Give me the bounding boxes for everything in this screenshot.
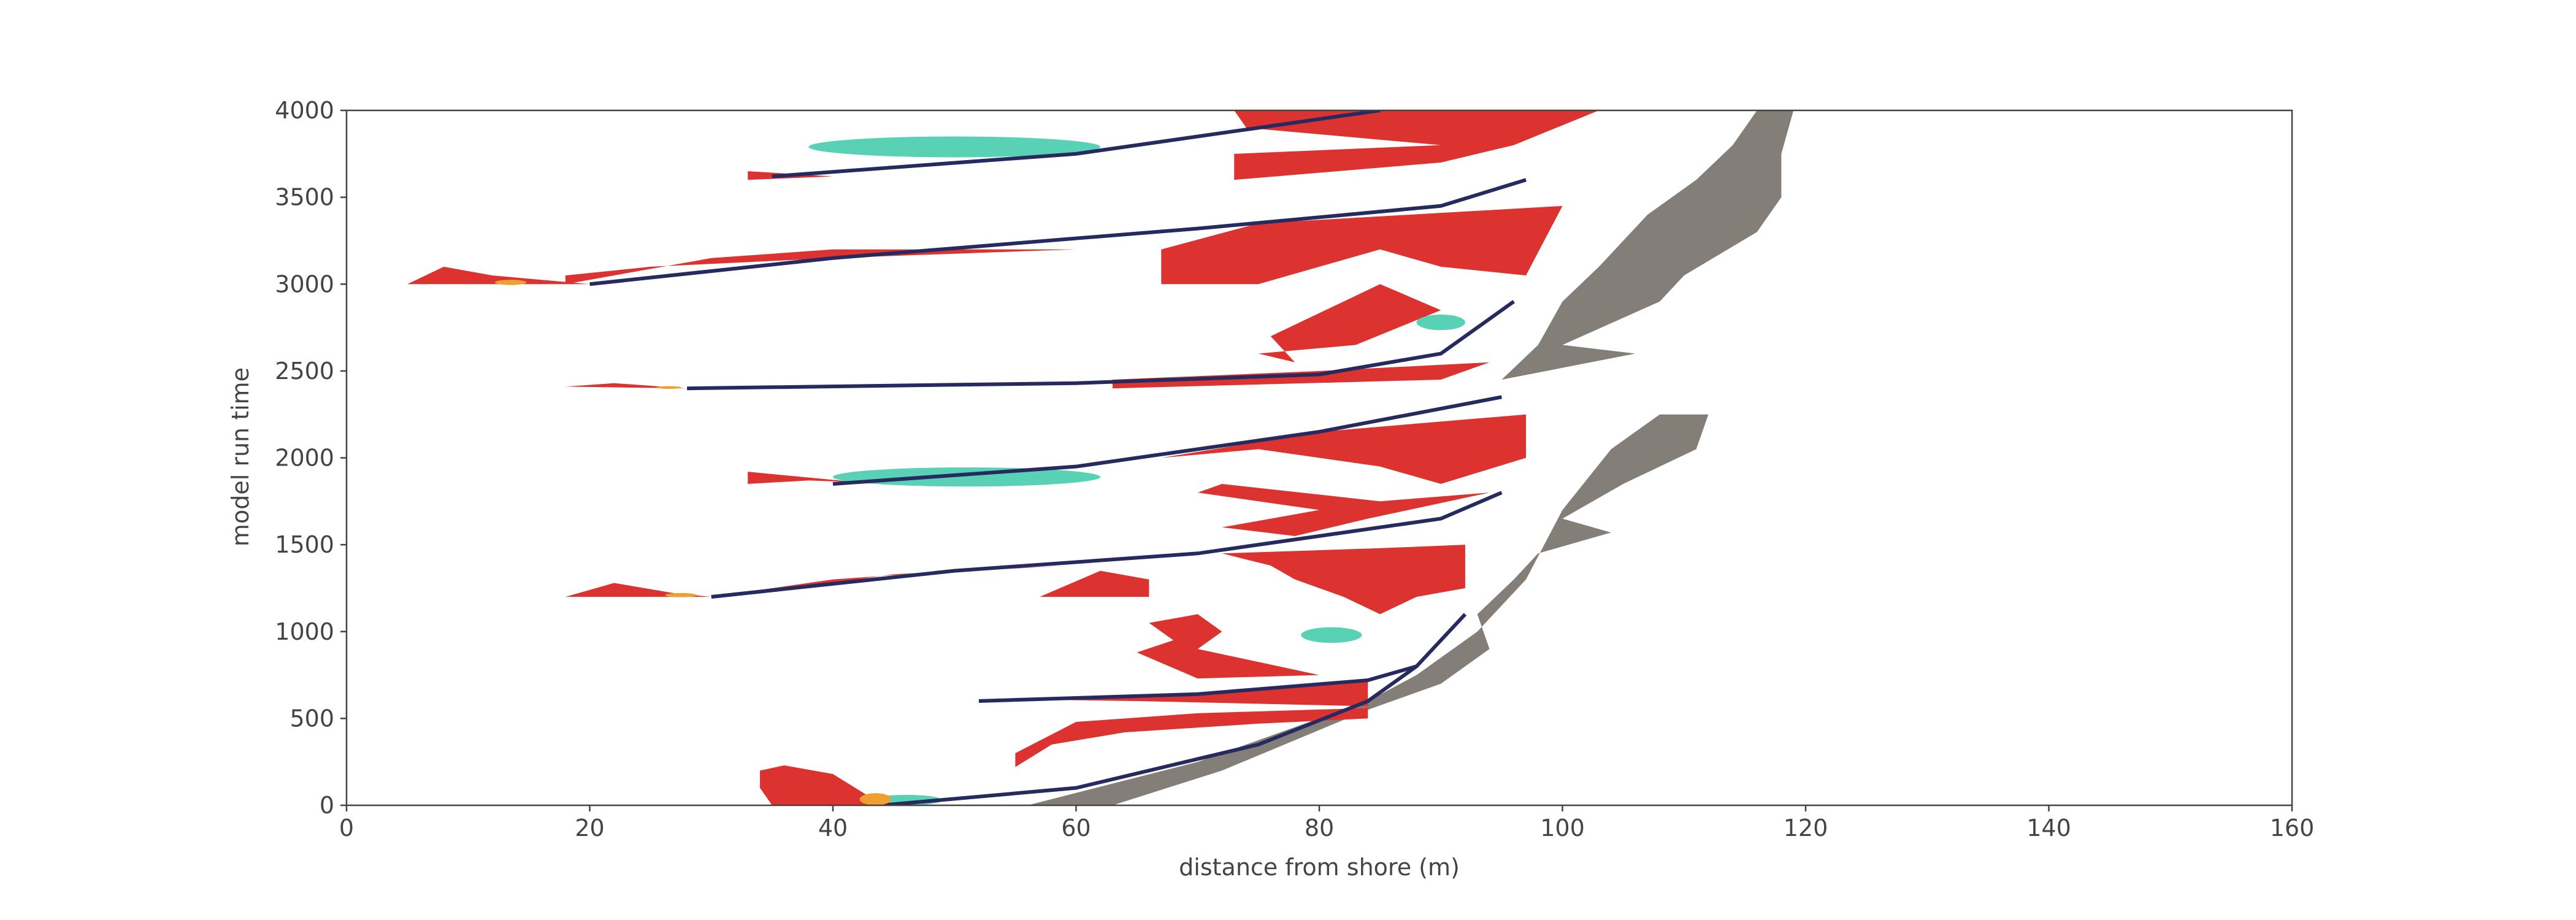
x-tick-label: 60 (1061, 815, 1091, 841)
x-tick-label: 40 (818, 815, 848, 841)
x-tick-label: 20 (575, 815, 604, 841)
teal-region (833, 467, 1101, 487)
x-tick-label: 120 (1784, 815, 1828, 841)
red-region (1234, 110, 1599, 180)
y-tick-label: 1000 (275, 618, 334, 645)
navy-band (881, 614, 1465, 805)
y-tick-label: 2000 (275, 445, 334, 472)
teal-region (1301, 627, 1362, 643)
red-region (1161, 414, 1527, 484)
red-region (760, 765, 882, 805)
orange-region (665, 592, 697, 597)
orange-region (859, 793, 892, 805)
teal-region (808, 136, 1101, 158)
navy-band (772, 110, 1380, 177)
red-region (565, 383, 688, 389)
teal-region (1416, 314, 1465, 331)
red-region (565, 249, 1076, 285)
y-tick-label: 3500 (275, 184, 334, 211)
red-region (1040, 570, 1149, 597)
x-tick-label: 160 (2270, 815, 2315, 841)
y-tick-label: 3000 (275, 270, 334, 297)
red-region (1197, 483, 1490, 536)
gray-region (1027, 414, 1709, 805)
x-tick-label: 140 (2026, 815, 2071, 841)
x-tick-label: 0 (339, 815, 354, 841)
y-axis-label: model run time (227, 367, 254, 546)
plot-area (407, 110, 1794, 805)
navy-band (687, 302, 1514, 389)
navy-band (979, 666, 1417, 701)
navy-band (833, 397, 1501, 484)
gray-region (1501, 110, 1794, 380)
y-tick-label: 1500 (275, 531, 334, 558)
x-axis-label: distance from shore (m) (1179, 854, 1460, 881)
navy-band (590, 180, 1527, 284)
red-region (1258, 284, 1441, 362)
red-region (748, 472, 857, 484)
y-tick-label: 4000 (275, 97, 334, 124)
red-region (1137, 614, 1319, 679)
navy-band (711, 493, 1502, 597)
red-region (1222, 545, 1465, 615)
red-region (1161, 205, 1563, 285)
x-tick-label: 100 (1540, 815, 1585, 841)
orange-region (494, 280, 527, 285)
y-tick-label: 2500 (275, 358, 334, 385)
y-tick-label: 500 (289, 705, 334, 732)
orange-region (656, 386, 681, 389)
x-tick-label: 80 (1305, 815, 1334, 841)
red-region (407, 266, 590, 285)
y-tick-label: 0 (320, 792, 334, 819)
red-region (1015, 708, 1368, 767)
model-field (407, 110, 1794, 805)
